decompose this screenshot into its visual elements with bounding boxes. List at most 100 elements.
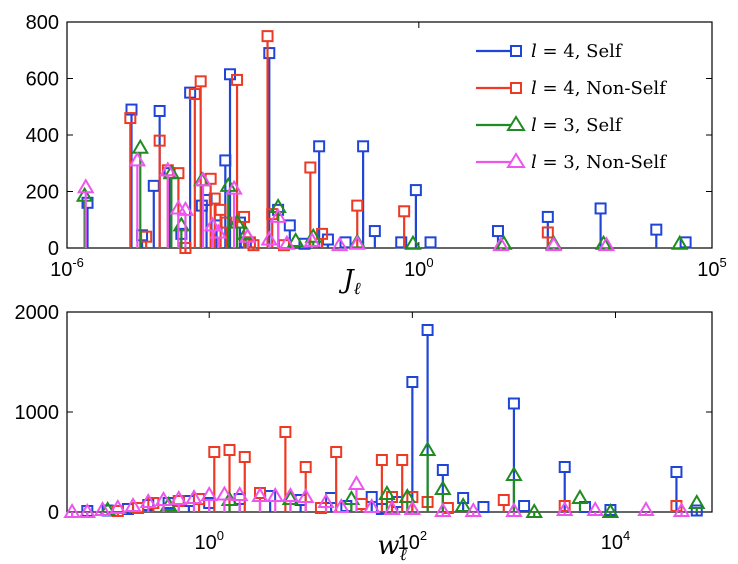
triangle-marker (63, 503, 81, 518)
square-marker (316, 227, 329, 240)
triangle-marker (594, 234, 613, 250)
triangle-marker (342, 490, 361, 505)
top-series-l3_nonself (77, 151, 616, 252)
square-marker (147, 179, 160, 192)
triangle-marker (434, 480, 452, 495)
square-marker (223, 444, 236, 456)
square-marker (558, 500, 571, 512)
triangle-marker (75, 186, 94, 202)
triangle-marker (296, 488, 315, 503)
square-marker (357, 140, 370, 153)
triangle-marker (269, 198, 287, 214)
triangle-marker (203, 216, 222, 232)
triangle-marker (525, 503, 543, 518)
y-tick-label: 0 (48, 238, 59, 260)
triangle-marker (128, 151, 147, 167)
x-tick-label: 104 (601, 528, 630, 554)
bottom-series-l4_self (81, 324, 703, 517)
square-marker (220, 216, 233, 229)
triangle-marker (672, 502, 691, 517)
triangle-marker (671, 234, 689, 250)
y-tick-label: 400 (26, 125, 59, 147)
triangle-marker (688, 494, 706, 509)
square-marker (330, 446, 343, 458)
bottom-x-axis-title: wℓ (377, 531, 406, 564)
triangle-marker (109, 499, 127, 514)
square-marker (421, 324, 434, 336)
square-marker (194, 75, 207, 88)
square-marker (594, 202, 607, 215)
square-marker (477, 501, 490, 513)
triangle-marker (278, 234, 296, 250)
triangle-marker (317, 493, 335, 508)
square-marker (650, 223, 663, 236)
square-marker (409, 184, 422, 197)
x-tick-label: 102 (398, 528, 427, 554)
triangle-marker (185, 489, 203, 504)
square-marker (497, 494, 510, 506)
triangle-marker (495, 234, 513, 250)
triangle-marker (269, 207, 287, 223)
triangle-marker (162, 164, 181, 180)
square-marker (436, 464, 449, 476)
x-tick-label: 100 (194, 528, 223, 554)
x-tick-label: 105 (697, 255, 726, 281)
triangle-marker (544, 236, 563, 252)
square-marker (670, 466, 683, 478)
triangle-marker (362, 498, 381, 513)
triangle-marker (418, 441, 437, 456)
square-marker (125, 103, 138, 116)
triangle-marker (404, 234, 422, 250)
triangle-marker (464, 502, 483, 517)
square-marker (304, 161, 317, 174)
triangle-marker (238, 227, 257, 243)
square-marker (238, 210, 251, 223)
triangle-marker (281, 487, 300, 502)
bottom-series-l3_nonself (63, 475, 691, 518)
square-marker (690, 504, 703, 517)
triangle-marker (505, 502, 523, 517)
triangle-marker (304, 227, 323, 243)
triangle-marker (434, 502, 452, 517)
legend-label: l = 3, Non-Self (531, 152, 667, 173)
y-tick-label: 0 (48, 502, 59, 524)
y-tick-label: 200 (26, 182, 59, 204)
square-marker (238, 451, 251, 463)
square-marker (558, 461, 571, 473)
triangle-marker (586, 501, 604, 516)
square-marker (406, 376, 419, 388)
triangle-marker (159, 161, 177, 177)
x-tick-label: 100 (404, 255, 433, 281)
triangle-marker (383, 500, 401, 515)
legend-square-marker (510, 82, 522, 94)
triangle-marker (601, 503, 620, 518)
triangle-marker (194, 171, 212, 187)
y-tick-label: 2000 (15, 302, 60, 324)
triangle-marker (332, 498, 350, 513)
triangle-marker (200, 486, 218, 501)
triangle-marker (286, 231, 305, 247)
legend-label: l = 4, Non-Self (531, 78, 667, 99)
square-marker (81, 196, 94, 209)
y-tick-label: 1000 (15, 402, 60, 424)
square-marker (491, 225, 504, 238)
triangle-marker (215, 485, 234, 501)
y-tick-label: 600 (26, 69, 59, 91)
triangle-marker (93, 501, 112, 516)
square-marker (396, 454, 409, 466)
bottom-panel: 0 1000 2000 100 102 104 wℓ (15, 302, 713, 564)
square-marker (313, 140, 326, 153)
square-marker (395, 236, 408, 249)
triangle-marker (637, 501, 655, 516)
triangle-marker (131, 138, 150, 154)
square-marker (365, 491, 378, 503)
square-marker (208, 446, 221, 458)
square-marker (351, 199, 364, 212)
triangle-marker (398, 488, 417, 503)
square-marker (208, 192, 221, 205)
square-marker (541, 210, 554, 223)
legend-triangle-marker (506, 152, 526, 168)
square-marker (299, 461, 312, 473)
square-marker (279, 426, 292, 438)
